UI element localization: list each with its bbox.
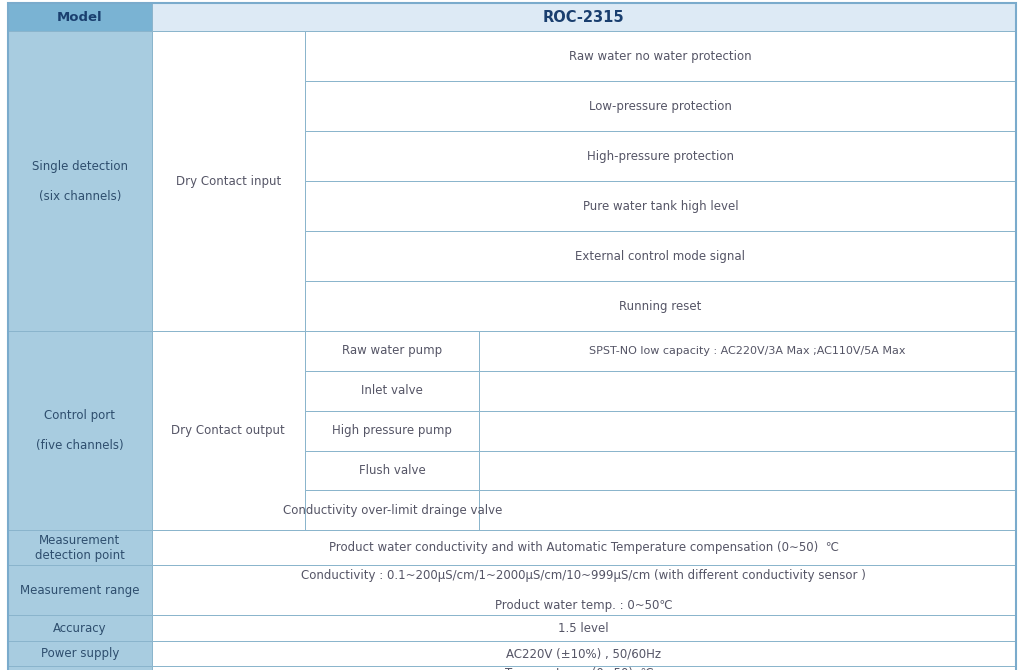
Bar (152, 565, 1016, 615)
Bar (8, 565, 152, 615)
Text: 1.5 level: 1.5 level (558, 622, 609, 634)
Text: Conductivity : 0.1~200μS/cm/1~2000μS/cm/10~999μS/cm (with different conductivity: Conductivity : 0.1~200μS/cm/1~2000μS/cm/… (301, 569, 866, 612)
Text: Dry Contact input: Dry Contact input (176, 175, 281, 188)
Text: Model: Model (57, 11, 102, 24)
Text: Measurement range: Measurement range (20, 584, 139, 597)
Text: Dry Contact output: Dry Contact output (171, 424, 286, 437)
Bar (152, 3, 1016, 31)
Bar (305, 331, 479, 371)
Text: Running reset: Running reset (620, 299, 701, 312)
Bar (305, 82, 1016, 131)
Text: Control port

(five channels): Control port (five channels) (36, 409, 124, 452)
Bar (8, 641, 152, 666)
Text: AC220V (±10%) , 50/60Hz: AC220V (±10%) , 50/60Hz (506, 647, 662, 660)
Bar (479, 490, 1016, 531)
Bar (305, 281, 1016, 331)
Bar (8, 31, 152, 331)
Bar (479, 331, 1016, 371)
Text: Flush valve: Flush valve (358, 464, 426, 477)
Bar (479, 411, 1016, 450)
Bar (305, 450, 479, 490)
Bar (305, 411, 479, 450)
Bar (305, 490, 479, 531)
Bar (305, 31, 1016, 82)
Text: Single detection

(six channels): Single detection (six channels) (32, 159, 128, 203)
Text: Power supply: Power supply (41, 647, 119, 660)
Bar (8, 3, 152, 31)
Bar (8, 331, 152, 531)
Bar (305, 181, 1016, 231)
Text: High-pressure protection: High-pressure protection (587, 150, 734, 163)
Text: Measurement
detection point: Measurement detection point (35, 534, 125, 561)
Bar (8, 615, 152, 641)
Bar (8, 666, 152, 670)
Bar (152, 641, 1016, 666)
Bar (305, 231, 1016, 281)
Text: Conductivity over-limit drainge valve: Conductivity over-limit drainge valve (283, 504, 502, 517)
Bar (152, 666, 1016, 670)
Bar (305, 131, 1016, 182)
Text: Inlet valve: Inlet valve (361, 385, 423, 397)
Text: Raw water pump: Raw water pump (342, 344, 442, 357)
Text: Low-pressure protection: Low-pressure protection (589, 100, 732, 113)
Bar (152, 615, 1016, 641)
Bar (479, 371, 1016, 411)
Text: Accuracy: Accuracy (53, 622, 106, 634)
Bar (152, 31, 305, 331)
Text: SPST-NO low capacity : AC220V/3A Max ;AC110V/5A Max: SPST-NO low capacity : AC220V/3A Max ;AC… (589, 346, 906, 356)
Bar (479, 450, 1016, 490)
Text: Product water conductivity and with Automatic Temperature compensation (0∼50)  ℃: Product water conductivity and with Auto… (329, 541, 839, 554)
Bar (152, 531, 1016, 565)
Text: High pressure pump: High pressure pump (332, 424, 453, 437)
Bar (8, 531, 152, 565)
Text: External control mode signal: External control mode signal (575, 250, 745, 263)
Text: Pure water tank high level: Pure water tank high level (583, 200, 738, 212)
Bar (305, 371, 479, 411)
Text: Raw water no water protection: Raw water no water protection (569, 50, 752, 63)
Text: ROC-2315: ROC-2315 (543, 10, 625, 25)
Bar (152, 331, 305, 531)
Text: Temperature:  (0∼50)  ℃ ;

Relative Humidity :≤85%RH (no condensation ): Temperature: (0∼50) ℃ ; Relative Humidit… (443, 667, 724, 670)
